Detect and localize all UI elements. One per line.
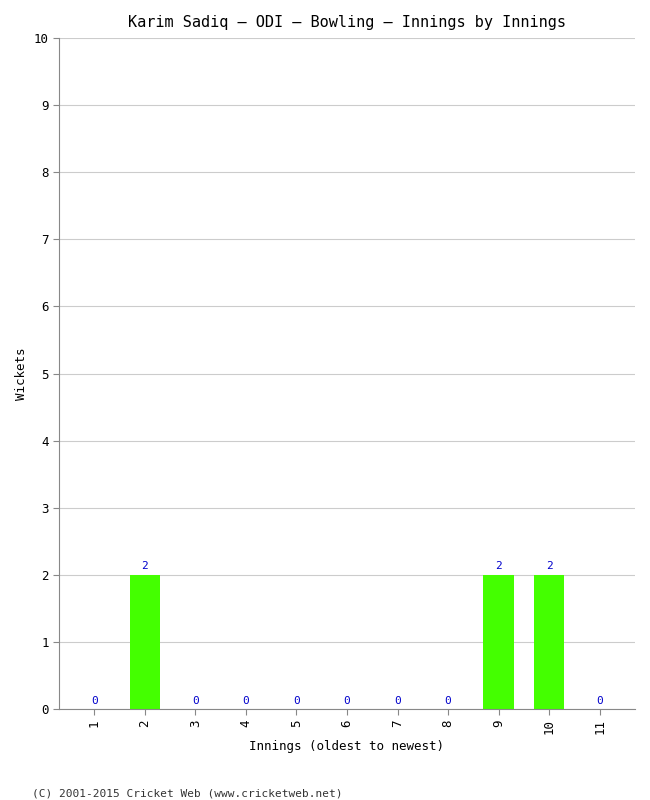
Text: 0: 0 — [394, 696, 401, 706]
Text: 0: 0 — [445, 696, 451, 706]
Text: 0: 0 — [596, 696, 603, 706]
X-axis label: Innings (oldest to newest): Innings (oldest to newest) — [250, 740, 445, 753]
Text: 0: 0 — [344, 696, 350, 706]
Bar — [534, 575, 564, 709]
Y-axis label: Wickets: Wickets — [15, 347, 28, 400]
Text: 0: 0 — [293, 696, 300, 706]
Text: (C) 2001-2015 Cricket Web (www.cricketweb.net): (C) 2001-2015 Cricket Web (www.cricketwe… — [32, 788, 343, 798]
Bar — [130, 575, 160, 709]
Title: Karim Sadiq – ODI – Bowling – Innings by Innings: Karim Sadiq – ODI – Bowling – Innings by… — [128, 15, 566, 30]
Text: 2: 2 — [546, 562, 552, 571]
Text: 2: 2 — [495, 562, 502, 571]
Bar — [484, 575, 514, 709]
Text: 0: 0 — [91, 696, 98, 706]
Text: 0: 0 — [192, 696, 199, 706]
Text: 0: 0 — [242, 696, 250, 706]
Text: 2: 2 — [142, 562, 148, 571]
